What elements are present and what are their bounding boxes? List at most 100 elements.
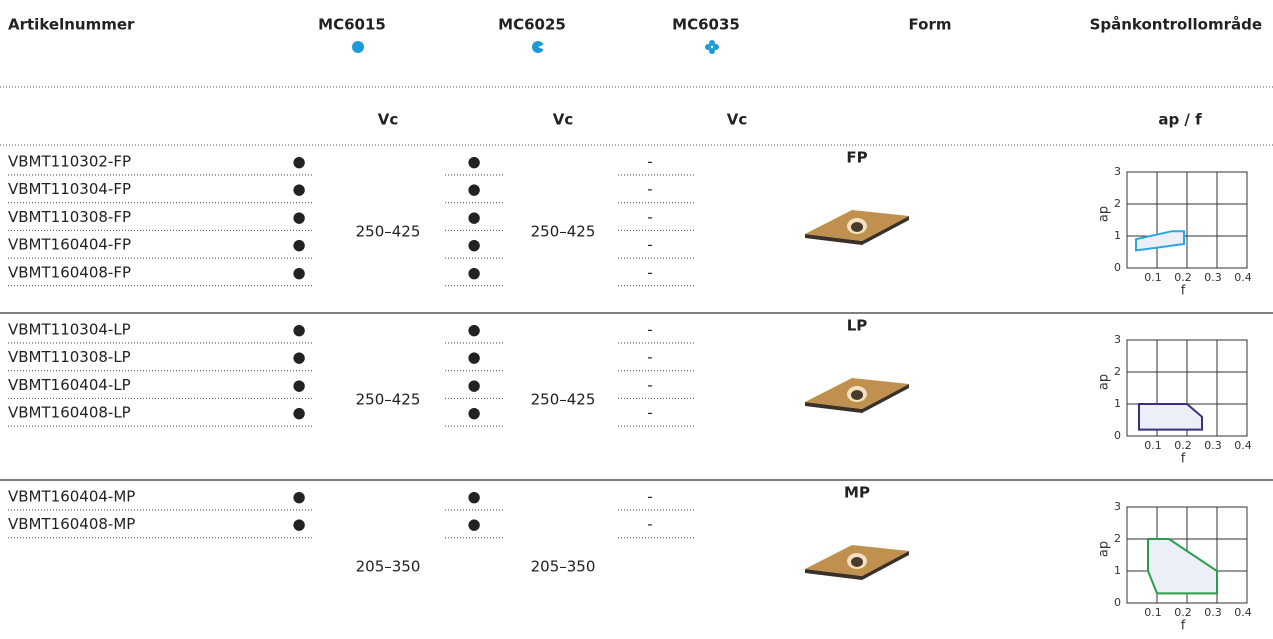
insert-hole — [851, 390, 863, 400]
cutting-speed: 205–350 — [531, 558, 596, 576]
subheader-cell: Vc — [727, 111, 748, 129]
y-tick-label: 3 — [1114, 333, 1121, 346]
grade-availability: ● — [467, 263, 480, 281]
insert-side — [805, 551, 909, 580]
grade-availability: ● — [292, 153, 305, 171]
form-label: FP — [846, 149, 867, 167]
grade-availability: - — [647, 488, 652, 506]
cutting-speed: 250–425 — [356, 223, 421, 241]
grade-availability: - — [647, 321, 652, 339]
x-tick-label: 0.3 — [1204, 606, 1222, 619]
y-tick-label: 2 — [1114, 365, 1121, 378]
header-cell: MC6035 — [672, 16, 740, 34]
subheader-cell: ap / f — [1158, 111, 1202, 129]
x-tick-label: 0.3 — [1204, 271, 1222, 284]
cutting-speed: 250–425 — [356, 391, 421, 409]
article-code: VBMT110304-LP — [8, 321, 131, 339]
grade-availability: ● — [467, 348, 480, 366]
article-code: VBMT110304-FP — [8, 180, 131, 198]
grade-availability: - — [647, 404, 652, 422]
x-tick-label: 0.2 — [1174, 439, 1192, 452]
icon-part — [713, 44, 719, 50]
article-code: VBMT160408-MP — [8, 515, 135, 533]
cutting-speed: 250–425 — [531, 391, 596, 409]
y-tick-label: 1 — [1114, 564, 1121, 577]
article-code: VBMT160408-FP — [8, 263, 131, 281]
y-tick-label: 1 — [1114, 229, 1121, 242]
chip-control-region — [1147, 538, 1218, 595]
header-cell: Spånkontrollområde — [1090, 16, 1262, 34]
insert-image — [805, 545, 909, 580]
x-tick-label: 0.4 — [1234, 439, 1252, 452]
x-tick-label: 0.4 — [1234, 606, 1252, 619]
grade-availability: ● — [292, 488, 305, 506]
article-code: VBMT110302-FP — [8, 153, 131, 171]
grade-availability: - — [647, 515, 652, 533]
grade-availability: ● — [292, 263, 305, 281]
insert-image — [805, 210, 909, 245]
grade-availability: - — [647, 376, 652, 394]
icon-part — [709, 48, 715, 54]
article-code: VBMT110308-FP — [8, 208, 131, 226]
x-tick-label: 0.1 — [1144, 439, 1162, 452]
header-cell: MC6025 — [498, 16, 566, 34]
y-tick-label: 1 — [1114, 397, 1121, 410]
grade-icon — [705, 40, 719, 54]
grade-availability: ● — [292, 515, 305, 533]
header-cell: Artikelnummer — [8, 16, 135, 34]
chip-control-region — [1138, 403, 1203, 431]
grade-availability: ● — [467, 208, 480, 226]
cutting-speed: 205–350 — [356, 558, 421, 576]
grade-availability: ● — [467, 153, 480, 171]
form-label: MP — [844, 484, 870, 502]
grade-availability: ● — [467, 180, 480, 198]
y-tick-label: 3 — [1114, 165, 1121, 178]
x-axis-label: f — [1181, 619, 1186, 634]
x-tick-label: 0.2 — [1174, 271, 1192, 284]
article-code: VBMT160404-LP — [8, 376, 131, 394]
y-axis-label: ap — [1097, 374, 1112, 390]
grade-availability: ● — [292, 208, 305, 226]
y-axis-label: ap — [1097, 541, 1112, 557]
icon-part — [705, 44, 711, 50]
x-axis-label: f — [1181, 284, 1186, 299]
x-tick-label: 0.2 — [1174, 606, 1192, 619]
x-tick-label: 0.3 — [1204, 439, 1222, 452]
insert-hole — [851, 557, 863, 567]
grade-availability: ● — [467, 236, 480, 254]
x-tick-label: 0.1 — [1144, 606, 1162, 619]
insert-side — [805, 384, 909, 413]
grade-availability: ● — [467, 321, 480, 339]
y-tick-label: 2 — [1114, 197, 1121, 210]
y-tick-label: 0 — [1114, 261, 1121, 274]
grade-availability: - — [647, 236, 652, 254]
grade-availability: ● — [292, 180, 305, 198]
article-code: VBMT110308-LP — [8, 348, 131, 366]
form-label: LP — [847, 317, 868, 335]
article-code: VBMT160408-LP — [8, 404, 131, 422]
grade-availability: - — [647, 263, 652, 281]
icon-part — [538, 44, 545, 50]
grade-icon — [352, 41, 364, 53]
grade-availability: - — [647, 180, 652, 198]
x-tick-label: 0.4 — [1234, 271, 1252, 284]
article-code: VBMT160404-FP — [8, 236, 131, 254]
grade-availability: ● — [292, 404, 305, 422]
article-code: VBMT160404-MP — [8, 488, 135, 506]
chip-control-region — [1135, 230, 1185, 252]
y-tick-label: 3 — [1114, 500, 1121, 513]
y-axis-label: ap — [1097, 206, 1112, 222]
header-cell: Form — [909, 16, 952, 34]
y-tick-label: 0 — [1114, 429, 1121, 442]
insert-side — [805, 216, 909, 245]
grade-availability: ● — [467, 404, 480, 422]
insert-image — [805, 378, 909, 413]
y-tick-label: 2 — [1114, 532, 1121, 545]
grade-availability: ● — [292, 236, 305, 254]
header-cell: MC6015 — [318, 16, 386, 34]
grade-availability: ● — [467, 376, 480, 394]
grade-availability: ● — [292, 348, 305, 366]
grade-availability: ● — [467, 515, 480, 533]
grade-availability: - — [647, 348, 652, 366]
subheader-cell: Vc — [553, 111, 574, 129]
